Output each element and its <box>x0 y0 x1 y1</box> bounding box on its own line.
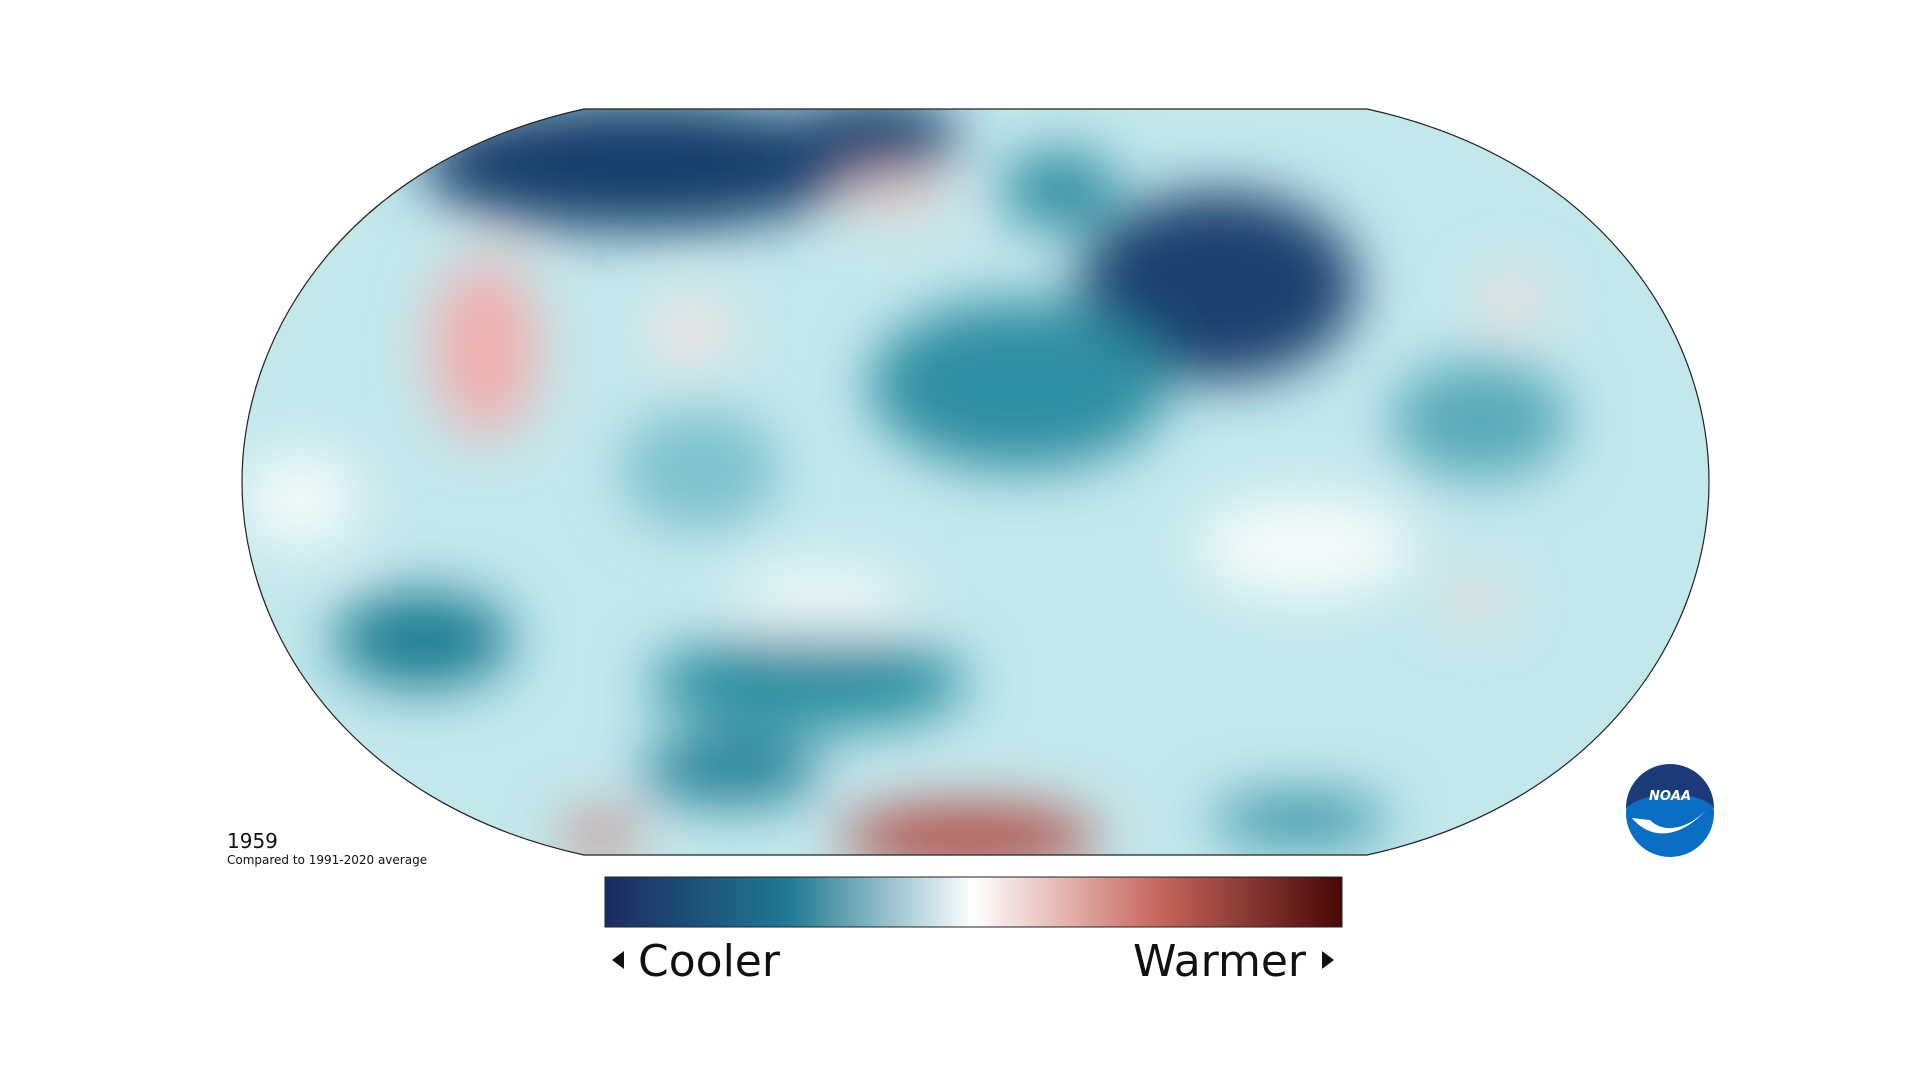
arrow-right <box>1322 951 1334 969</box>
year-label: 1959 <box>227 829 278 853</box>
noaa-logo: NOAA <box>1626 764 1714 857</box>
map-base <box>242 109 1709 855</box>
logo-top <box>1626 764 1714 808</box>
arrow-left <box>612 951 624 969</box>
legend-low-label: Cooler <box>638 936 781 987</box>
logo-text: NOAA <box>1649 789 1691 804</box>
legend-high-label: Warmer <box>1133 936 1307 987</box>
anomaly-map <box>242 109 1709 855</box>
anomaly-patches <box>242 109 1570 855</box>
map-outline <box>241 108 1710 856</box>
color-bar <box>604 876 1343 928</box>
logo-bird <box>1632 808 1708 834</box>
subtitle: Compared to 1991-2020 average <box>227 853 427 867</box>
